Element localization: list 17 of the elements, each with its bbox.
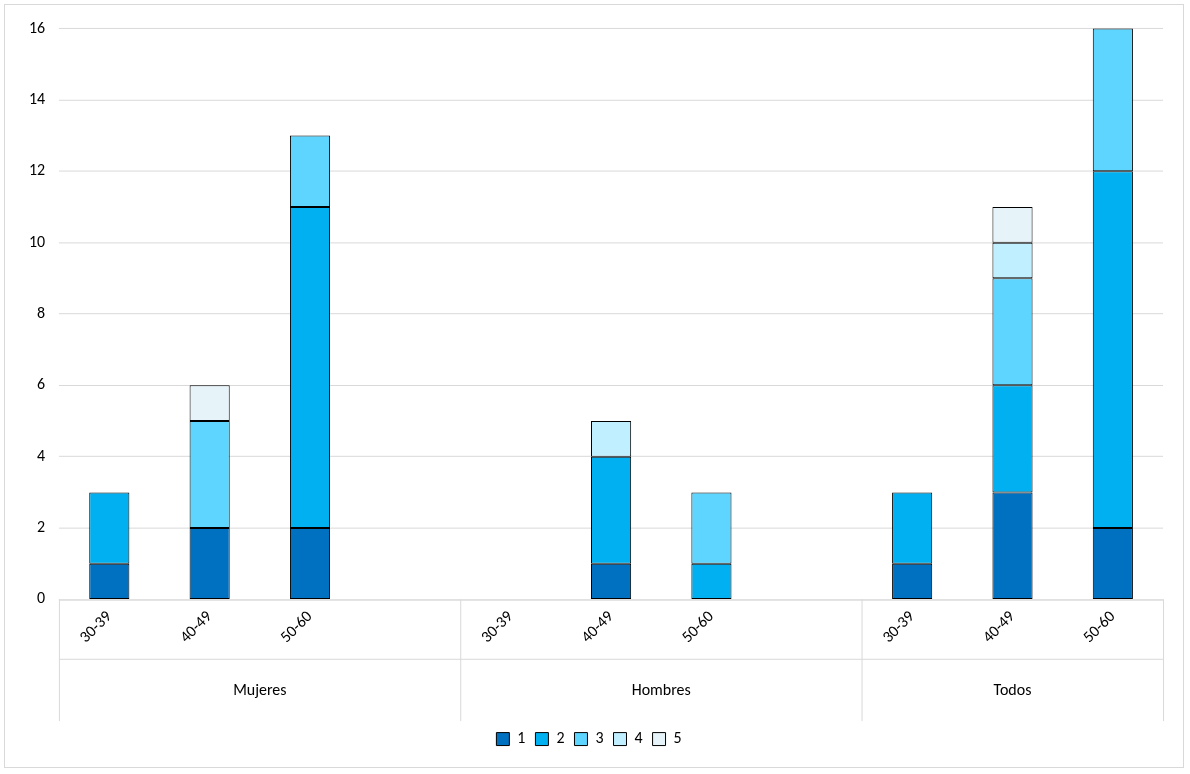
y-tick-label: 14 xyxy=(28,88,46,108)
legend-label: 1 xyxy=(517,728,526,748)
y-tick-label: 12 xyxy=(28,160,46,180)
y-tick-label: 16 xyxy=(28,17,46,37)
y-tick-label: 0 xyxy=(37,588,46,608)
legend-label: 4 xyxy=(634,728,643,748)
y-tick-label: 10 xyxy=(28,231,46,251)
legend-label: 2 xyxy=(556,728,565,748)
text: Mujeres xyxy=(233,680,287,700)
y-tick-label: 8 xyxy=(37,303,46,322)
text: Hombres xyxy=(631,680,691,700)
y-tick-label: 4 xyxy=(37,445,46,465)
y-tick-label: 6 xyxy=(37,374,46,394)
legend-label: 5 xyxy=(673,728,682,748)
legend-label: 3 xyxy=(595,728,604,748)
y-tick-label: 2 xyxy=(37,517,46,537)
text: Todos xyxy=(993,680,1032,700)
